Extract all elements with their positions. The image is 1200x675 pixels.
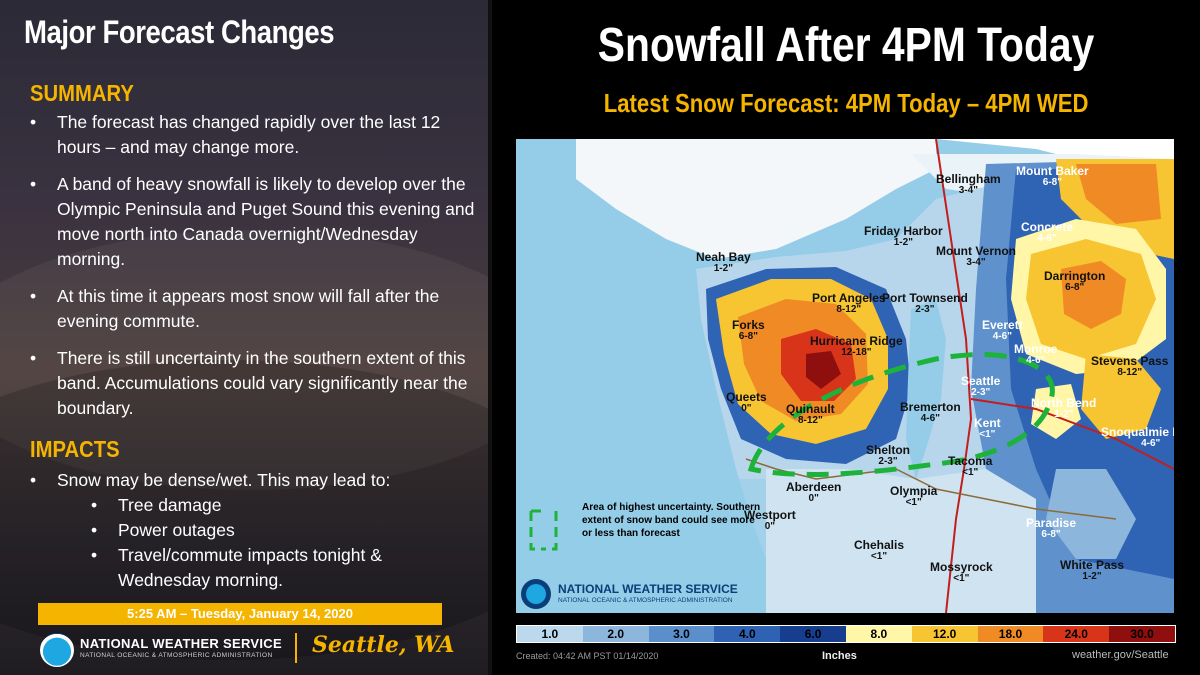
- uncertainty-note: Area of highest uncertainty. Southern ex…: [582, 502, 761, 539]
- location-label-mount-vernon: Mount Vernon 3-4": [936, 244, 1016, 268]
- map-org-name: NATIONAL WEATHER SERVICE: [558, 582, 738, 596]
- bullet-dot-icon: •: [30, 286, 37, 306]
- bullet-dot-icon: •: [30, 174, 37, 194]
- bullet-dot-icon: •: [91, 520, 98, 540]
- bullet-dot-icon: •: [30, 348, 37, 368]
- snowfall-legend: 1.0 2.0 3.0 4.0 6.0 8.0 12.0 18.0 24.0 30.0: [516, 625, 1176, 643]
- location-label-white-pass: White Pass 1-2": [1060, 558, 1125, 582]
- panel-title: Major Forecast Changes: [24, 14, 335, 50]
- bullet-dot-icon: •: [91, 545, 98, 565]
- location-label-friday-harbor: Friday Harbor 1-2": [864, 224, 943, 248]
- forecast-map-panel: Snowfall After 4PM Today Latest Snow For…: [492, 0, 1200, 675]
- summary-heading: SUMMARY: [30, 80, 134, 106]
- legend-swatch: 3.0: [648, 626, 715, 642]
- location-label-port-townsend: Port Townsend 2-3": [882, 291, 968, 315]
- map-title: Snowfall After 4PM Today: [492, 18, 1200, 73]
- location-label-neah-bay: Neah Bay 1-2": [696, 250, 751, 274]
- created-timestamp: Created: 04:42 AM PST 01/14/2020: [516, 651, 659, 661]
- noaa-logo-icon: [40, 633, 74, 667]
- location-label-olympia: Olympia <1": [890, 484, 938, 508]
- summary-bullet-text: At this time it appears most snow will f…: [57, 286, 440, 331]
- office-name: Seattle, WA: [312, 632, 455, 658]
- impacts-sub-text: Power outages: [118, 520, 235, 540]
- org-name: NATIONAL WEATHER SERVICE: [80, 636, 282, 651]
- legend-unit: Inches: [822, 650, 857, 662]
- location-label-concrete: Concrete 4-6": [1021, 220, 1074, 244]
- location-label-snoqualmie-pass: Snoqualmie Pass4-6": [1101, 425, 1174, 449]
- bullet-dot-icon: •: [30, 470, 37, 490]
- briefing-text-panel: Major Forecast Changes SUMMARY • The for…: [0, 0, 488, 675]
- background-hill: [0, 230, 488, 490]
- legend-swatch: 18.0: [977, 626, 1044, 642]
- website-link[interactable]: weather.gov/Seattle: [1072, 649, 1169, 661]
- location-label-seattle: Seattle 2-3": [961, 374, 1001, 398]
- location-label-port-angeles: Port Angeles 8-12": [812, 291, 886, 315]
- uncertainty-legend-icon: [529, 509, 558, 551]
- location-label-bremerton: Bremerton 4-6": [900, 400, 961, 424]
- location-label-everett: Everett 4-6": [982, 318, 1023, 342]
- vancouver-island-region: [576, 139, 936, 259]
- i5-road: [935, 139, 973, 613]
- map-subtitle: Latest Snow Forecast: 4PM Today – 4PM WE…: [492, 88, 1200, 119]
- location-label-quinault: Quinault 8-12": [786, 402, 835, 426]
- location-label-hurricane-ridge: Hurricane Ridge 12-18": [810, 334, 903, 358]
- location-label-kent: Kent <1": [974, 416, 1001, 440]
- location-label-north-bend: North Bend 1-2": [1031, 396, 1097, 420]
- summary-bullet-text: There is still uncertainty in the southe…: [57, 348, 468, 418]
- impacts-intro-text: Snow may be dense/wet. This may lead to:: [57, 470, 391, 490]
- legend-swatch: 12.0: [911, 626, 978, 642]
- location-label-westport: Westport 0": [744, 508, 796, 532]
- i90-road: [970, 398, 1174, 470]
- location-label-stevens-pass: Stevens Pass 8-12": [1091, 354, 1169, 378]
- impacts-sub-text: Travel/commute impacts tonight & Wednesd…: [118, 545, 382, 590]
- location-label-mossyrock: Mossyrock <1": [930, 560, 993, 584]
- location-label-shelton: Shelton 2-3": [866, 443, 910, 467]
- legend-swatch: 6.0: [780, 626, 846, 642]
- legend-swatch: 8.0: [845, 626, 912, 642]
- location-label-darrington: Darrington 6-8": [1044, 269, 1106, 293]
- location-label-chehalis: Chehalis <1": [854, 538, 905, 562]
- uncertainty-arc: [747, 352, 1055, 477]
- legend-swatch: 4.0: [714, 626, 781, 642]
- legend-swatch: 24.0: [1043, 626, 1110, 642]
- panel-divider: [488, 0, 492, 675]
- bullet-dot-icon: •: [30, 112, 37, 132]
- date-bar: 5:25 AM – Tuesday, January 14, 2020: [38, 603, 442, 625]
- location-label-monroe: Monroe 4-6": [1014, 342, 1058, 366]
- impacts-heading: IMPACTS: [30, 436, 120, 462]
- map-subtitle-text: Latest Snow Forecast: 4PM Today – 4PM WE…: [603, 88, 1089, 118]
- location-label-mount-baker: Mount Baker 6-8": [1016, 164, 1089, 188]
- location-label-forks: Forks 6-8": [732, 318, 765, 342]
- location-label-bellingham: Bellingham 3-4": [936, 172, 1001, 196]
- location-label-tacoma: Tacoma <1": [948, 454, 993, 478]
- snowfall-map-graphic: [516, 139, 1174, 613]
- summary-bullet-text: A band of heavy snowfall is likely to de…: [57, 174, 475, 269]
- location-label-paradise: Paradise 6-8": [1026, 516, 1077, 540]
- snowfall-map: Bellingham 3-4" Mount Baker 6-8" Friday Ha…: [516, 139, 1174, 613]
- summary-bullet-text: The forecast has changed rapidly over th…: [57, 112, 441, 157]
- impacts-sub-text: Tree damage: [118, 495, 222, 515]
- divider: [295, 633, 297, 663]
- map-org-subtitle: NATIONAL OCEANIC & ATMOSPHERIC ADMINISTR…: [558, 597, 733, 604]
- legend-swatch: 30.0: [1109, 626, 1175, 642]
- location-label-queets: Queets 0": [726, 390, 767, 414]
- legend-swatch: 1.0: [517, 626, 583, 642]
- legend-swatch: 2.0: [582, 626, 649, 642]
- map-title-text: Snowfall After 4PM Today: [597, 19, 1095, 72]
- bullet-dot-icon: •: [91, 495, 98, 515]
- location-label-aberdeen: Aberdeen 0": [786, 480, 842, 504]
- org-subtitle: NATIONAL OCEANIC & ATMOSPHERIC ADMINISTR…: [80, 652, 273, 659]
